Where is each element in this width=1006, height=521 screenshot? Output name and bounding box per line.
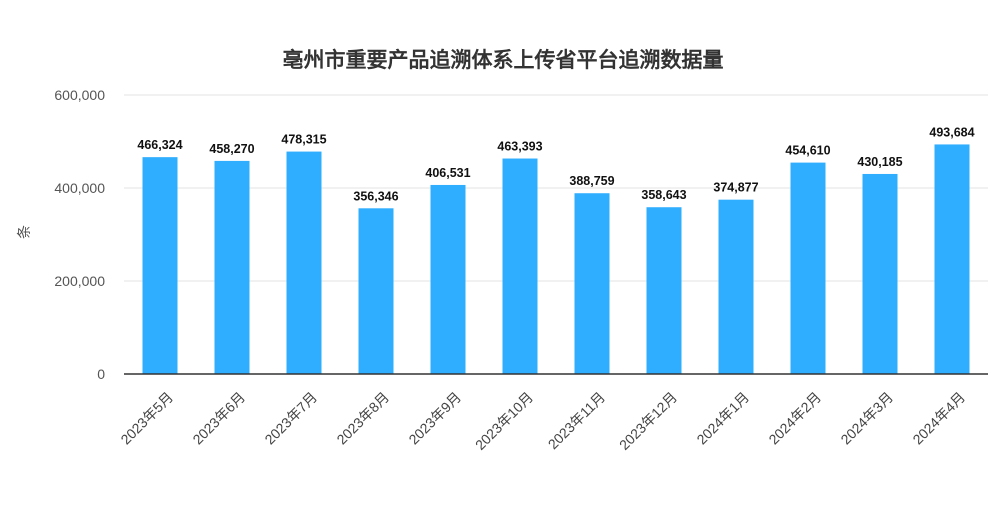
bar <box>286 151 322 374</box>
bar <box>934 144 970 374</box>
bar-value-label: 493,684 <box>929 125 974 139</box>
x-tick-label: 2024年4月 <box>909 389 968 448</box>
bar-value-label: 356,346 <box>353 189 398 203</box>
bar <box>358 208 394 374</box>
bar-value-label: 406,531 <box>425 166 470 180</box>
bar-value-label: 478,315 <box>281 133 326 147</box>
bar <box>862 173 898 374</box>
bar-value-label: 463,393 <box>497 140 542 154</box>
y-tick-label: 200,000 <box>54 273 105 289</box>
bar-value-label: 374,877 <box>713 181 758 195</box>
x-tick-label: 2023年7月 <box>261 389 320 448</box>
bar <box>574 193 610 374</box>
x-tick-label: 2023年11月 <box>545 389 608 452</box>
bar <box>430 184 466 374</box>
bar-value-label: 454,610 <box>785 144 830 158</box>
x-tick-label: 2024年2月 <box>765 389 824 448</box>
x-tick-label: 2023年6月 <box>189 389 248 448</box>
x-tick-label: 2023年9月 <box>405 389 464 448</box>
bar-value-label: 466,324 <box>137 138 182 152</box>
x-tick-label: 2023年5月 <box>117 389 176 448</box>
x-tick-label: 2024年3月 <box>837 389 896 448</box>
x-tick-label: 2023年8月 <box>333 389 392 448</box>
bar <box>142 157 178 374</box>
bar <box>502 158 538 374</box>
y-tick-label: 400,000 <box>54 180 105 196</box>
x-tick-label: 2023年10月 <box>472 389 536 453</box>
bar <box>718 199 754 374</box>
y-tick-label: 600,000 <box>54 87 105 103</box>
bar-value-label: 358,643 <box>641 188 686 202</box>
bar <box>646 207 682 374</box>
bar-value-label: 458,270 <box>209 142 254 156</box>
y-tick-label: 0 <box>97 366 105 382</box>
bar-value-label: 388,759 <box>569 174 614 188</box>
x-tick-label: 2023年12月 <box>616 389 680 453</box>
bar <box>790 162 826 374</box>
bar <box>214 160 250 374</box>
chart-title: 亳州市重要产品追溯体系上传省平台追溯数据量 <box>282 48 724 72</box>
bar-value-label: 430,185 <box>857 155 902 169</box>
x-tick-label: 2024年1月 <box>693 389 752 448</box>
